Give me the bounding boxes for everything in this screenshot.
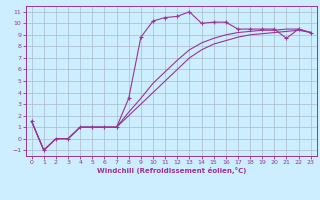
X-axis label: Windchill (Refroidissement éolien,°C): Windchill (Refroidissement éolien,°C): [97, 167, 246, 174]
